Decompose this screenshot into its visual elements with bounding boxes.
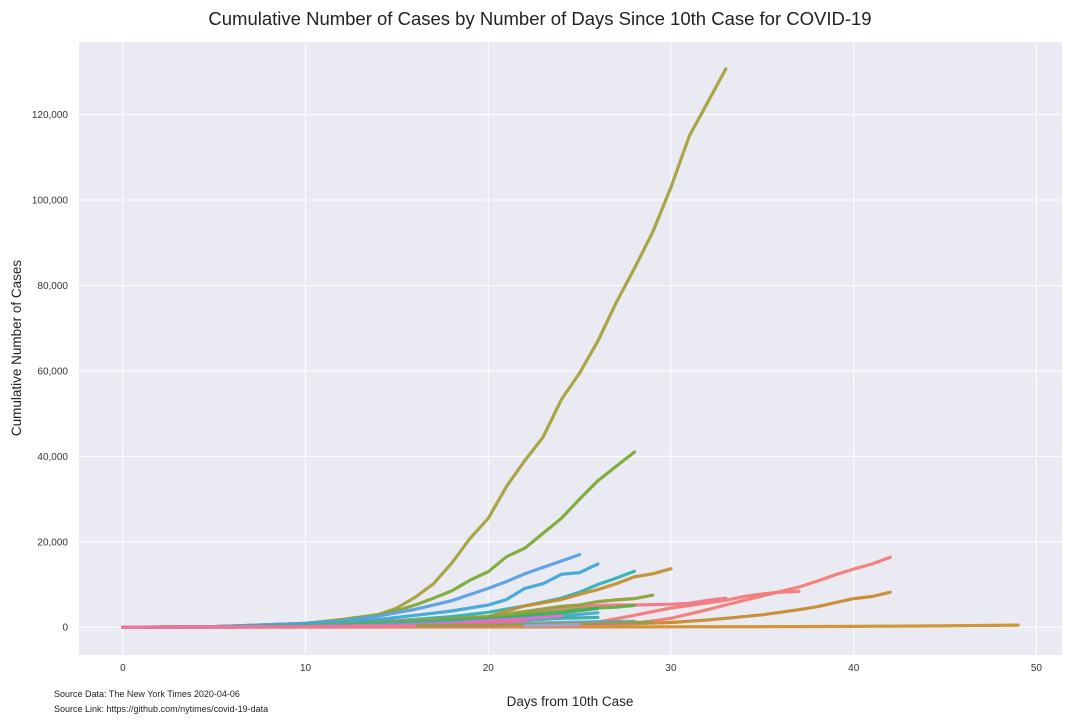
y-tick-label: 120,000 [32, 110, 69, 121]
gridlines [79, 42, 1062, 655]
x-tick-label: 0 [120, 663, 126, 674]
tick-labels: 0 10 20 30 40 50 0 20,000 40,000 60,000 80,000 100,… [32, 110, 1043, 674]
x-axis-label: Days from 10th Case [507, 694, 634, 709]
chart-title: Cumulative Number of Cases by Number of … [208, 8, 872, 29]
series-line [121, 623, 417, 629]
source-data-note: Source Data: The New York Times 2020-04-… [54, 689, 240, 699]
series-line [523, 623, 582, 628]
source-link-note: Source Link: https://github.com/nytimes/… [54, 704, 269, 714]
series-lines [121, 67, 1020, 629]
y-axis-label: Cumulative Number of Cases [9, 260, 24, 437]
y-tick-label: 20,000 [37, 537, 68, 548]
y-tick-label: 100,000 [32, 196, 69, 207]
x-tick-label: 20 [483, 663, 495, 674]
x-tick-label: 40 [848, 663, 860, 674]
plot-background [79, 42, 1062, 655]
y-tick-label: 80,000 [37, 281, 68, 292]
y-tick-label: 0 [62, 623, 68, 634]
x-tick-label: 10 [300, 663, 312, 674]
x-tick-label: 30 [665, 663, 677, 674]
y-tick-label: 60,000 [37, 366, 68, 377]
x-tick-label: 50 [1031, 663, 1043, 674]
y-tick-label: 40,000 [37, 452, 68, 463]
